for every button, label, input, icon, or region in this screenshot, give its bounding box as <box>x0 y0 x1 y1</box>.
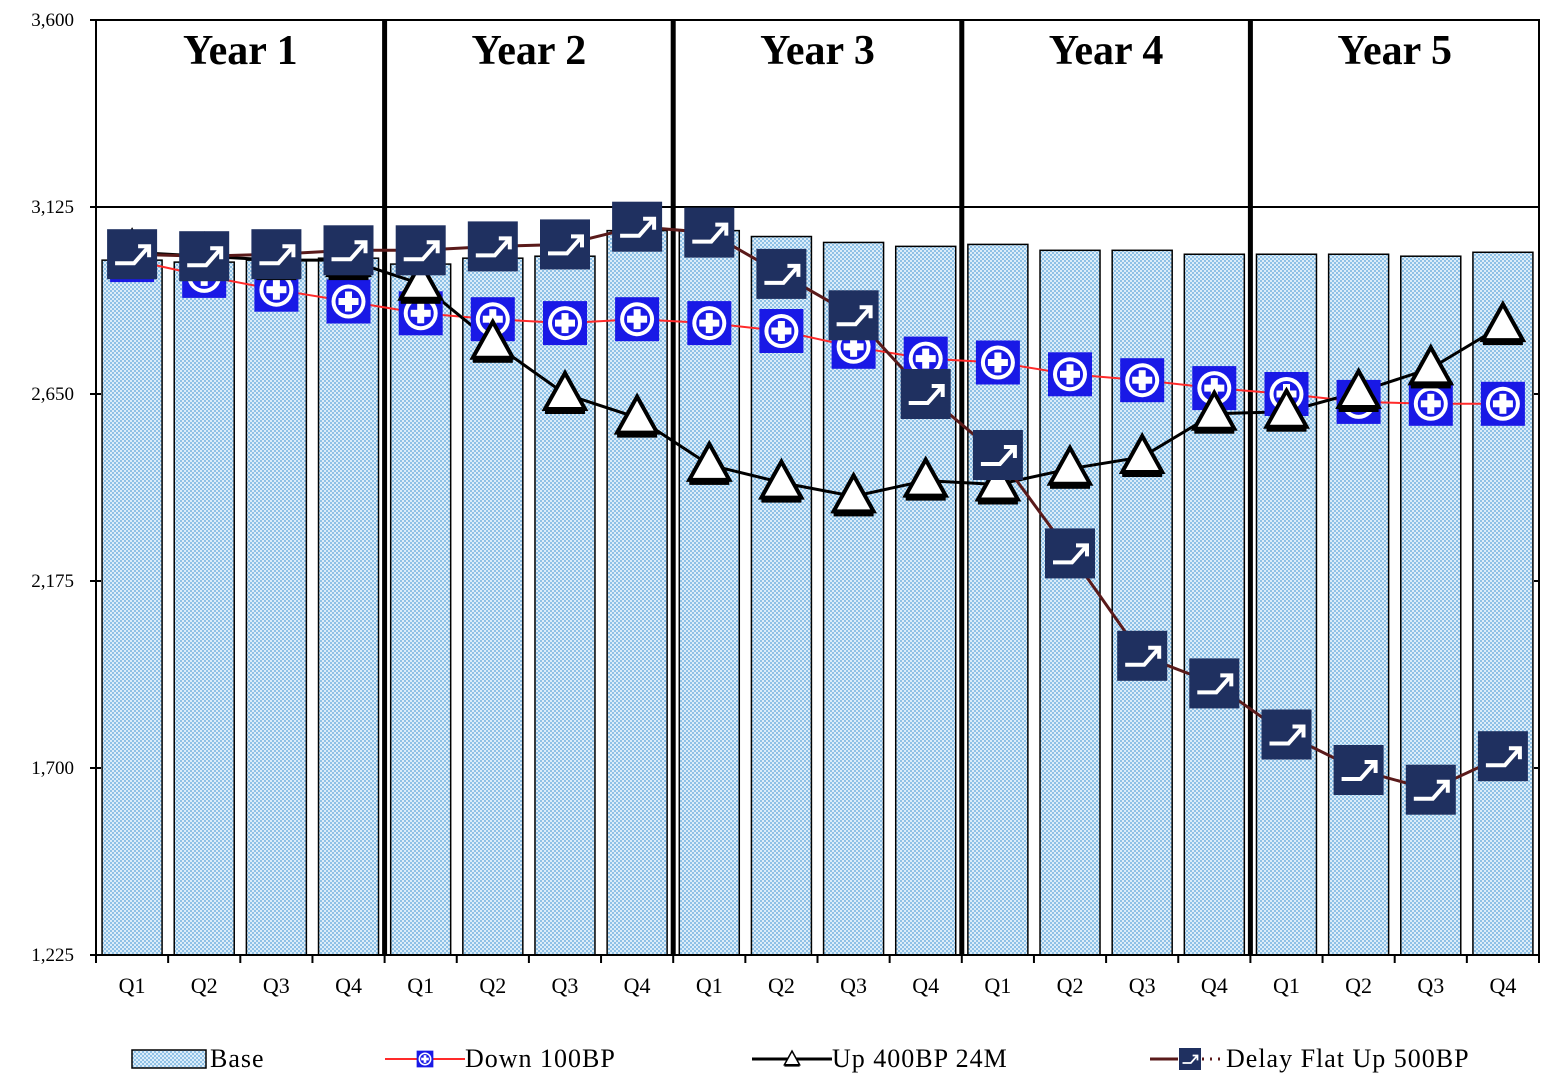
marker-down-100bp <box>326 279 371 324</box>
year-header: Year 2 <box>472 28 587 74</box>
marker-delay-flat-up-500bp <box>898 367 953 421</box>
x-tick-label: Q3 <box>840 973 867 998</box>
marker-down-100bp <box>1048 352 1092 397</box>
y-tick-label: 3,125 <box>31 197 74 218</box>
marker-delay-flat-up-500bp <box>465 219 520 274</box>
y-tick-label: 3,600 <box>31 10 74 31</box>
x-tick-label: Q2 <box>191 973 218 998</box>
marker-delay-flat-up-500bp <box>610 199 665 254</box>
year-header: Year 3 <box>760 28 875 74</box>
x-tick-label: Q4 <box>912 973 939 998</box>
marker-delay-flat-up-500bp <box>1331 743 1386 797</box>
y-tick-label: 2,650 <box>31 384 74 405</box>
marker-delay-flat-up-500bp <box>321 223 376 278</box>
legend-label-base: Base <box>210 1044 265 1073</box>
x-tick-label: Q1 <box>696 973 723 998</box>
x-tick-label: Q4 <box>335 973 362 998</box>
x-tick-label: Q3 <box>552 973 579 998</box>
marker-down-100bp <box>975 340 1020 385</box>
legend-item-base: Base <box>130 1038 265 1080</box>
bar-base <box>606 229 668 956</box>
marker-delay-flat-up-500bp <box>1043 526 1097 581</box>
bar-base <box>462 257 524 956</box>
bar-base <box>389 263 452 956</box>
marker-delay-flat-up-500bp <box>249 227 304 282</box>
legend-label-up: Up 400BP 24M <box>832 1044 1008 1073</box>
x-tick-label: Q1 <box>119 973 146 998</box>
x-tick-label: Q1 <box>1273 973 1300 998</box>
bar-base <box>1472 251 1534 956</box>
year-header: Year 1 <box>183 28 298 74</box>
marker-delay-flat-up-500bp <box>1187 656 1242 711</box>
marker-delay-flat-up-500bp <box>682 205 737 260</box>
marker-delay-flat-up-500bp <box>826 288 881 343</box>
bar-base <box>101 259 163 956</box>
chart: 1,225 1,700 2,175 2,650 3,125 3,600 Q1 Q2 Q3 Q4 Q… <box>31 10 1540 998</box>
marker-delay-flat-up-500bp <box>1115 628 1170 683</box>
marker-delay-flat-up-500bp <box>177 229 232 284</box>
year-header: Year 4 <box>1049 28 1164 74</box>
y-tick-label: 1,700 <box>31 758 74 779</box>
legend-item-down: Down 100BP <box>385 1038 616 1080</box>
legend-label-delay: Delay Flat Up 500BP <box>1226 1044 1470 1073</box>
marker-delay-flat-up-500bp <box>105 227 160 282</box>
bar-base <box>1255 253 1318 956</box>
y-tick-label: 2,175 <box>31 571 74 592</box>
bar-base <box>534 255 596 956</box>
marker-down-100bp <box>759 309 804 353</box>
marker-delay-flat-up-500bp <box>1475 729 1530 784</box>
legend-label-down: Down 100BP <box>465 1044 616 1073</box>
x-tick-label: Q3 <box>263 973 290 998</box>
x-tick-label: Q1 <box>984 973 1011 998</box>
x-tick-label: Q4 <box>1201 973 1228 998</box>
x-tick-label: Q2 <box>479 973 506 998</box>
marker-down-100bp <box>543 301 587 346</box>
marker-down-100bp <box>1120 358 1165 403</box>
bar-base <box>1327 253 1390 956</box>
legend-swatch-up <box>752 1050 832 1068</box>
bar-base <box>245 259 308 956</box>
marker-delay-flat-up-500bp <box>393 223 448 278</box>
x-tick-label: Q1 <box>407 973 434 998</box>
legend-item-delay: Delay Flat Up 500BP <box>1150 1038 1470 1080</box>
plot-frame <box>95 19 1540 956</box>
legend-item-up: Up 400BP 24M <box>752 1038 1008 1080</box>
marker-delay-flat-up-500bp <box>970 428 1025 482</box>
x-tick-label: Q3 <box>1129 973 1156 998</box>
legend-swatch-base <box>131 1049 207 1069</box>
year-header: Year 5 <box>1337 28 1452 74</box>
legend-swatch-delay <box>1150 1047 1226 1071</box>
marker-delay-flat-up-500bp <box>754 246 809 301</box>
x-tick-label: Q2 <box>1345 973 1372 998</box>
x-tick-label: Q3 <box>1417 973 1444 998</box>
x-tick-label: Q4 <box>1489 973 1516 998</box>
bar-base <box>750 235 813 956</box>
x-tick-label: Q2 <box>1057 973 1084 998</box>
legend: Base Down 100BP Up 400BP 24M Delay Flat … <box>0 1038 1541 1080</box>
bar-base <box>1183 253 1246 956</box>
marker-down-100bp <box>687 301 732 346</box>
marker-down-100bp <box>1480 381 1525 426</box>
bar-base <box>1111 249 1173 956</box>
x-tick-label: Q2 <box>768 973 795 998</box>
bar-base <box>317 257 380 956</box>
marker-down-100bp <box>615 297 660 342</box>
y-tick-label: 1,225 <box>31 945 74 966</box>
x-tick-label: Q4 <box>624 973 651 998</box>
bar-base <box>173 261 235 956</box>
marker-delay-flat-up-500bp <box>1403 762 1458 817</box>
legend-swatch-down <box>385 1050 465 1068</box>
marker-delay-flat-up-500bp <box>1259 707 1314 762</box>
marker-delay-flat-up-500bp <box>538 217 592 272</box>
